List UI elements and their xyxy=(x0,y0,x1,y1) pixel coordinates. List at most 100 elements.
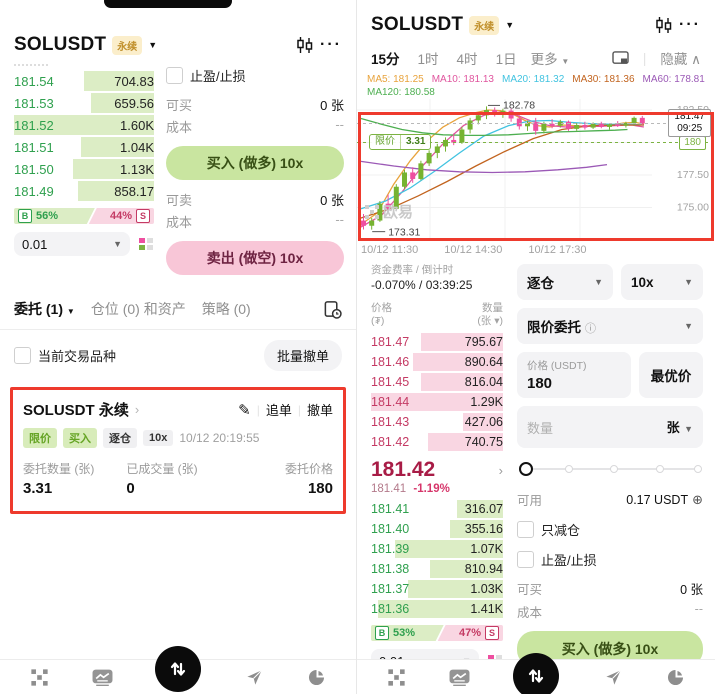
orderbook-row[interactable]: 181.53 659.56 xyxy=(14,92,154,114)
tab-strategies[interactable]: 策略 (0) xyxy=(201,301,251,317)
current-pair-checkbox[interactable] xyxy=(14,347,31,364)
candlestick-chart-icon[interactable] xyxy=(296,36,314,54)
cost-label: 成本 xyxy=(166,120,193,135)
symbol-title[interactable]: SOLUSDT xyxy=(371,14,464,35)
orderbook-row[interactable]: 181.36 1.41K xyxy=(371,600,503,618)
depth-style-icon[interactable] xyxy=(138,236,154,252)
orderbook-row[interactable]: 181.54 704.83 xyxy=(14,70,154,92)
chevron-down-icon[interactable]: ▼ xyxy=(148,40,158,50)
best-price-button[interactable]: 最优价 xyxy=(639,352,703,398)
window-handle[interactable] xyxy=(104,0,232,8)
price-input-label: 价格 (USDT) xyxy=(527,360,587,372)
symbol-title[interactable]: SOLUSDT xyxy=(14,34,107,55)
okx-watermark: 欧易 xyxy=(365,201,413,222)
markets-grid-icon[interactable] xyxy=(387,668,406,687)
orderbook-row[interactable]: 181.41 316.07 xyxy=(371,500,503,518)
timeframe-1日[interactable]: 1日 xyxy=(495,52,517,67)
more-menu-icon[interactable]: ··· xyxy=(320,36,342,53)
can-sell-value: 0 张 xyxy=(320,193,344,208)
discover-compass-icon[interactable] xyxy=(245,668,264,687)
quantity-input[interactable]: 数量 张 ▼ xyxy=(517,406,703,448)
tag-isolated: 逐仓 xyxy=(103,428,137,448)
ma-label: MA120: 180.58 xyxy=(367,87,435,98)
indicator-settings-icon[interactable] xyxy=(612,50,629,66)
tpsl-row[interactable]: 止盈/止损 xyxy=(517,550,703,569)
orderbook-row[interactable]: 181.51 1.04K xyxy=(14,136,154,158)
can-buy-value: 0 张 xyxy=(320,98,344,113)
reduce-only-row[interactable]: 只减仓 xyxy=(517,520,703,539)
discover-compass-icon[interactable] xyxy=(604,668,623,687)
tpsl-checkbox[interactable] xyxy=(517,551,534,568)
orderbook-row[interactable]: 181.47 795.67 xyxy=(371,333,503,351)
timeframe-1时[interactable]: 1时 xyxy=(417,52,439,67)
trade-fab-button[interactable] xyxy=(513,653,559,694)
orderbook-row[interactable]: 181.37 1.03K xyxy=(371,580,503,598)
order-card-title[interactable]: SOLUSDT 永续 xyxy=(23,402,129,419)
tpsl-label: 止盈/止损 xyxy=(190,69,246,84)
edit-order-icon[interactable]: ✎ xyxy=(238,401,251,419)
orderbook-row[interactable]: 181.49 858.17 xyxy=(14,180,154,202)
reduce-only-checkbox[interactable] xyxy=(517,521,534,538)
more-menu-icon[interactable]: ··· xyxy=(679,16,701,33)
chevron-down-icon[interactable]: ▼ xyxy=(505,20,515,30)
cancel-order-button[interactable]: 撤单 xyxy=(306,403,333,418)
order-type-select[interactable]: 限价委托 ⓘ ▼ xyxy=(517,308,703,344)
hide-chart-toggle[interactable]: 隐藏 ∧ xyxy=(660,52,701,67)
funding-label: 资金费率 / 倒计时 xyxy=(371,264,454,276)
markets-chart-icon[interactable] xyxy=(92,669,113,686)
timeframe-4时[interactable]: 4时 xyxy=(456,52,478,67)
orderbook-row[interactable]: 181.44 1.29K xyxy=(371,393,503,411)
price-input[interactable]: 价格 (USDT) 180 xyxy=(517,352,631,398)
tick-size-select[interactable]: 0.01▼ xyxy=(14,232,130,256)
qty-header: 数量 xyxy=(482,302,503,314)
tab-orders[interactable]: 委托 (1) ▼ xyxy=(14,301,75,317)
timeframe-more[interactable]: 更多 ▼ xyxy=(530,52,570,67)
ma-label: MA5: 181.25 xyxy=(367,74,424,85)
tpsl-checkbox-row[interactable]: 止盈/止损 xyxy=(166,66,344,85)
perpetual-badge: 永续 xyxy=(112,35,143,55)
orderbook-row[interactable]: 181.50 1.13K xyxy=(14,158,154,180)
orderbook-row[interactable]: 181.40 355.16 xyxy=(371,520,503,538)
orderbook-row[interactable]: 181.52 1.60K xyxy=(14,114,154,136)
orderbook-row[interactable]: 181.38 810.94 xyxy=(371,560,503,578)
chevron-right-icon: › xyxy=(498,462,503,478)
reduce-only-label: 只减仓 xyxy=(541,523,581,538)
orderbook-row[interactable]: 181.46 890.64 xyxy=(371,353,503,371)
amount-slider[interactable] xyxy=(519,460,702,478)
sell-ratio-label: S xyxy=(485,626,499,640)
can-sell-label: 可卖 xyxy=(166,193,193,208)
buy-long-button[interactable]: 买入 (做多) 10x xyxy=(166,146,344,180)
info-icon[interactable]: ⓘ xyxy=(585,323,596,335)
chase-order-button[interactable]: 追单 xyxy=(265,403,292,418)
deposit-plus-icon[interactable]: ⊕ xyxy=(692,491,703,507)
qty-unit[interactable]: (张 ▾) xyxy=(477,315,503,327)
margin-mode-select[interactable]: 逐仓 ▼ xyxy=(517,264,613,300)
tab-positions[interactable]: 仓位 (0) 和资产 xyxy=(90,301,186,317)
limit-order-chart-badge[interactable]: 限价 3.31 xyxy=(369,134,432,150)
candlestick-chart-icon[interactable] xyxy=(655,16,673,34)
trade-fab-button[interactable] xyxy=(155,646,201,692)
can-buy-label: 可买 xyxy=(166,98,193,113)
assets-pie-icon[interactable] xyxy=(307,667,326,687)
batch-cancel-button[interactable]: 批量撤单 xyxy=(263,340,342,371)
buy-sell-ratio-bar: B 53% 47% S xyxy=(371,625,503,641)
order-history-icon[interactable] xyxy=(323,300,342,319)
tpsl-checkbox[interactable] xyxy=(166,67,183,84)
orderbook-row[interactable]: 181.45 816.04 xyxy=(371,373,503,391)
orderbook-row[interactable]: 181.43 427.06 xyxy=(371,413,503,431)
markets-grid-icon[interactable] xyxy=(30,668,49,687)
left-trade-screen: SOLUSDT 永续 ▼ ··· 181.54 704.83 181.53 659.5… xyxy=(0,0,356,694)
timeframe-15分[interactable]: 15分 xyxy=(371,52,400,67)
assets-pie-icon[interactable] xyxy=(666,667,685,687)
buy-sell-ratio-bar: B 56% 44% S xyxy=(14,208,154,224)
sell-short-button[interactable]: 卖出 (做空) 10x xyxy=(166,241,344,275)
timeframe-toolbar: 15分 1时 4时 1日 更多 ▼ | 隐藏 ∧ xyxy=(357,40,715,72)
leverage-select[interactable]: 10x ▼ xyxy=(621,264,703,300)
orderbook-row[interactable]: 181.42 740.75 xyxy=(371,433,503,451)
last-price-block[interactable]: 181.42 › 181.41 -1.19% xyxy=(371,452,503,499)
markets-chart-icon[interactable] xyxy=(449,669,470,686)
slider-knob[interactable] xyxy=(519,462,533,476)
orderbook-row[interactable]: 181.39 1.07K xyxy=(371,540,503,558)
